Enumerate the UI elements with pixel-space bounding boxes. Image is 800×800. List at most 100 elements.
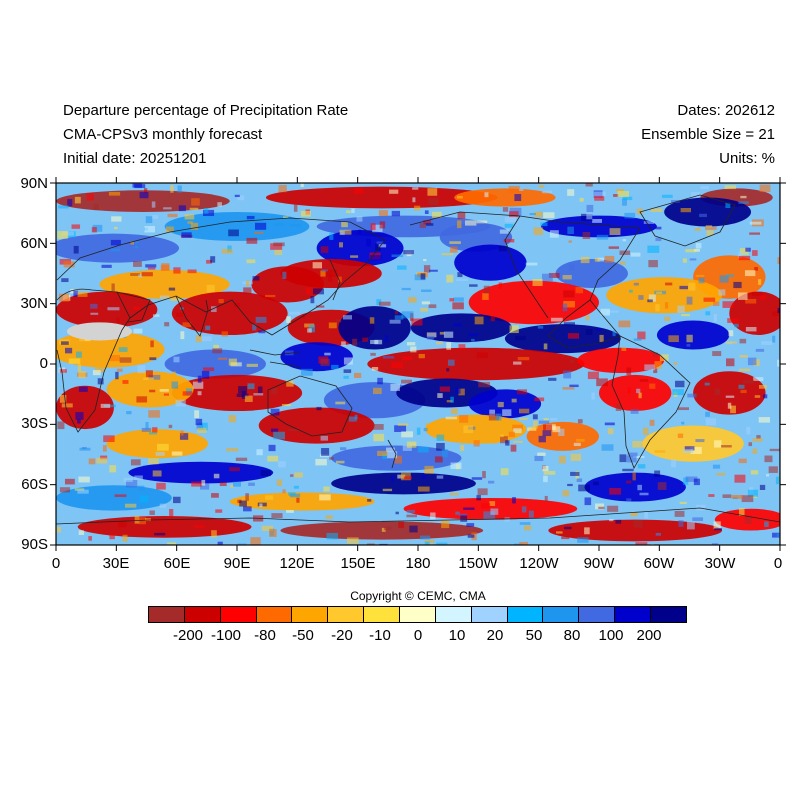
anomaly-speckle <box>420 273 426 280</box>
anomaly-speckle <box>145 370 153 378</box>
anomaly-speckle <box>558 428 565 437</box>
anomaly-speckle <box>403 250 415 255</box>
anomaly-speckle <box>593 191 606 197</box>
colorbar-swatch <box>400 607 436 622</box>
anomaly-speckle <box>278 185 287 193</box>
coast-south-america <box>611 335 691 469</box>
anomaly-speckle <box>596 378 608 387</box>
anomaly-speckle <box>452 302 464 310</box>
anomaly-speckle <box>482 471 486 479</box>
anomaly-speckle <box>665 302 669 309</box>
anomaly-speckle <box>57 421 65 430</box>
anomaly-speckle <box>221 249 233 254</box>
anomaly-speckle <box>570 453 582 461</box>
anomaly-speckle <box>734 323 739 328</box>
anomaly-speckle <box>706 230 714 236</box>
anomaly-speckle <box>687 393 697 398</box>
anomaly-speckle <box>463 507 475 510</box>
precipitation-anomaly-field <box>56 183 780 545</box>
anomaly-speckle <box>391 254 404 258</box>
anomaly-speckle <box>626 367 632 376</box>
anomaly-speckle <box>90 312 99 315</box>
anomaly-speckle <box>577 419 583 424</box>
anomaly-speckle <box>78 476 90 483</box>
anomaly-speckle <box>543 418 549 421</box>
anomaly-speckle <box>713 301 720 307</box>
anomaly-speckle <box>152 470 162 477</box>
anomaly-speckle <box>382 453 388 460</box>
anomaly-speckle <box>168 287 176 291</box>
anomaly-speckle <box>695 242 702 249</box>
anomaly-speckle <box>772 311 780 317</box>
anomaly-speckle <box>544 495 548 503</box>
anomaly-speckle <box>406 509 416 514</box>
anomaly-speckle <box>397 265 407 270</box>
anomaly-speckle <box>752 448 757 454</box>
colorbar-swatch <box>184 607 221 622</box>
anomaly-speckle <box>339 229 352 235</box>
coast-antarctica <box>56 507 780 525</box>
colorbar-swatch <box>471 607 508 622</box>
anomaly-region <box>99 269 230 299</box>
anomaly-speckle <box>369 317 375 324</box>
anomaly-speckle <box>513 440 523 443</box>
anomaly-speckle <box>226 448 239 452</box>
anomaly-speckle <box>233 481 242 487</box>
anomaly-speckle <box>61 403 73 408</box>
anomaly-speckle <box>246 259 256 264</box>
anomaly-speckle <box>606 310 619 313</box>
anomaly-speckle <box>427 188 438 196</box>
anomaly-speckle <box>458 344 466 350</box>
anomaly-speckle <box>725 274 735 277</box>
anomaly-speckle <box>218 298 224 304</box>
anomaly-speckle <box>378 210 388 217</box>
anomaly-speckle <box>637 484 642 491</box>
anomaly-speckle <box>210 256 216 263</box>
anomaly-speckle <box>163 393 169 396</box>
anomaly-speckle <box>312 262 323 269</box>
anomaly-speckle <box>633 455 645 459</box>
anomaly-speckle <box>726 358 735 367</box>
anomaly-speckle <box>449 298 455 302</box>
anomaly-speckle <box>77 364 82 372</box>
anomaly-speckle <box>563 370 572 379</box>
anomaly-speckle <box>206 259 212 264</box>
anomaly-speckle <box>682 449 694 454</box>
anomaly-speckle <box>274 223 284 227</box>
anomaly-speckle <box>441 253 454 256</box>
lat-label: 0 <box>39 355 48 372</box>
anomaly-speckle <box>269 529 277 537</box>
anomaly-speckle <box>514 335 526 341</box>
anomaly-speckle <box>698 277 705 284</box>
anomaly-speckle <box>562 274 572 280</box>
lat-label: 30S <box>21 415 48 432</box>
anomaly-speckle <box>512 424 523 430</box>
anomaly-speckle <box>730 405 736 414</box>
anomaly-speckle <box>724 185 737 190</box>
anomaly-speckle <box>677 433 684 438</box>
anomaly-speckle <box>414 274 426 281</box>
anomaly-speckle <box>519 417 528 420</box>
anomaly-region <box>56 291 158 328</box>
anomaly-speckle <box>252 276 260 281</box>
anomaly-speckle <box>615 403 622 411</box>
anomaly-speckle <box>568 240 573 243</box>
anomaly-speckle <box>107 307 120 311</box>
anomaly-speckle <box>64 347 73 354</box>
anomaly-speckle <box>445 416 458 420</box>
anomaly-speckle <box>419 223 426 228</box>
anomaly-speckle <box>562 303 568 312</box>
anomaly-speckle <box>712 351 722 357</box>
anomaly-speckle <box>133 328 143 334</box>
anomaly-speckle <box>300 210 311 217</box>
anomaly-speckle <box>740 389 747 394</box>
anomaly-speckle <box>484 192 489 198</box>
anomaly-speckle <box>733 281 742 289</box>
missing-data-patch <box>66 322 133 341</box>
anomaly-speckle <box>542 190 552 194</box>
anomaly-speckle <box>378 301 391 306</box>
anomaly-speckle <box>504 517 510 522</box>
anomaly-speckle <box>132 183 142 188</box>
anomaly-speckle <box>111 283 115 292</box>
colorbar-label: -20 <box>331 627 353 644</box>
